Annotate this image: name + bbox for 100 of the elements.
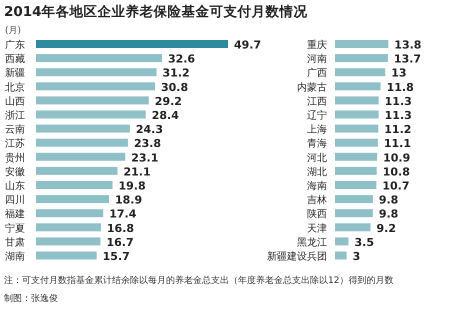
y-tick-label: 山西 <box>5 95 25 108</box>
y-tick-label: 内蒙古 <box>297 81 327 94</box>
bar <box>335 152 378 161</box>
y-tick-label: 陕西 <box>307 208 327 220</box>
bar <box>335 124 378 133</box>
bar <box>36 166 118 175</box>
data-label: 24.3 <box>136 123 164 136</box>
data-label: 11.2 <box>384 123 412 136</box>
data-label: 9.8 <box>378 194 398 207</box>
y-tick-label: 河北 <box>307 152 327 164</box>
bar <box>36 237 101 246</box>
y-tick-label: 西藏 <box>5 53 25 66</box>
y-tick-label: 青海 <box>307 138 327 150</box>
data-label: 10.7 <box>382 180 410 192</box>
bar <box>335 96 379 104</box>
data-label: 16.7 <box>106 236 134 249</box>
y-tick-label: 北京 <box>5 81 25 94</box>
text: 制图：张逸俊 <box>4 293 58 304</box>
y-tick-label: 湖南 <box>5 250 25 262</box>
bar <box>36 54 162 62</box>
data-label: 32.6 <box>168 52 196 66</box>
y-axis-title: (月) <box>5 26 22 36</box>
data-label: 18.9 <box>115 194 142 207</box>
bar <box>335 68 386 76</box>
y-tick-label: 黑龙江 <box>297 236 327 248</box>
y-tick-label: 天津 <box>307 222 327 234</box>
bar <box>36 82 155 90</box>
y-tick-label: 新疆 <box>5 67 25 80</box>
y-tick-label: 广东 <box>5 39 25 51</box>
y-tick-label: 甘肃 <box>5 236 25 248</box>
bar <box>335 252 347 260</box>
bar <box>335 82 381 90</box>
y-tick-label: 辽宁 <box>307 110 327 122</box>
data-label: 13.7 <box>394 52 422 66</box>
y-tick-label: 贵州 <box>5 152 25 164</box>
data-label: 13.8 <box>394 38 422 52</box>
y-tick-label: 海南 <box>307 180 327 192</box>
data-label: 19.8 <box>118 180 146 192</box>
bar <box>335 166 377 175</box>
bar <box>36 138 128 147</box>
data-label: 23.1 <box>131 151 158 164</box>
y-tick-label: 吉林 <box>307 194 327 206</box>
data-label: 21.1 <box>124 165 151 178</box>
y-tick-label: 山东 <box>5 180 25 192</box>
data-label: 31.2 <box>162 66 190 80</box>
bar <box>36 96 149 104</box>
bar <box>36 181 112 189</box>
data-label: 15.7 <box>102 250 130 263</box>
y-tick-label: 重庆 <box>307 39 327 51</box>
data-label: 11.3 <box>384 94 412 108</box>
data-label: 9.2 <box>376 222 396 235</box>
y-tick-label: 江西 <box>307 95 327 108</box>
y-tick-label: 上海 <box>307 124 327 136</box>
y-tick-label: 宁夏 <box>5 222 25 234</box>
y-tick-label: 广西 <box>307 67 327 80</box>
bar <box>335 110 379 118</box>
data-label: 28.4 <box>152 109 180 122</box>
bar <box>36 209 104 218</box>
y-tick-label: 安徽 <box>5 166 25 178</box>
chart-title: 2014年各地区企业养老保险基金可支付月数情况 <box>4 3 309 20</box>
bar <box>36 223 101 232</box>
y-tick-label: 福建 <box>5 208 25 220</box>
data-label: 9.8 <box>378 208 398 221</box>
bar <box>36 124 130 133</box>
y-tick-label: 浙江 <box>5 110 25 122</box>
y-tick-label: 四川 <box>5 194 25 206</box>
bar <box>335 195 373 204</box>
bar <box>335 181 376 189</box>
data-label: 29.2 <box>154 94 182 108</box>
data-label: 17.4 <box>109 208 137 221</box>
data-label: 11.1 <box>384 137 412 150</box>
bar <box>36 40 228 48</box>
y-tick-label: 湖北 <box>307 166 327 178</box>
data-label: 30.8 <box>160 80 188 94</box>
data-label: 13 <box>391 66 407 80</box>
data-label: 10.8 <box>382 165 410 178</box>
data-label: 11.3 <box>384 109 412 122</box>
bar <box>335 209 373 218</box>
data-label: 10.9 <box>383 151 410 164</box>
bar <box>36 68 157 76</box>
data-label: 49.7 <box>234 38 262 52</box>
y-tick-label: 江苏 <box>5 138 25 150</box>
y-tick-label: 河南 <box>307 53 327 66</box>
bar <box>36 152 126 161</box>
data-label: 16.8 <box>106 222 134 235</box>
y-tick-label: 云南 <box>5 124 25 136</box>
bar <box>335 54 388 62</box>
data-label: 3 <box>352 250 360 263</box>
bar <box>335 223 371 232</box>
data-label: 11.8 <box>386 80 414 94</box>
bar <box>36 195 110 204</box>
data-label: 3.5 <box>354 236 374 249</box>
data-label: 23.8 <box>134 137 162 150</box>
bar <box>335 138 378 147</box>
bar <box>36 110 146 118</box>
text: 注：可支付月数指基金累计结余除以每月的养老金总支出（年度养老金总支出除以12）得到的月数 <box>4 275 394 286</box>
bar <box>335 237 349 246</box>
y-tick-label: 新疆建设兵团 <box>267 250 327 262</box>
bar <box>335 40 388 48</box>
bar <box>36 252 97 260</box>
